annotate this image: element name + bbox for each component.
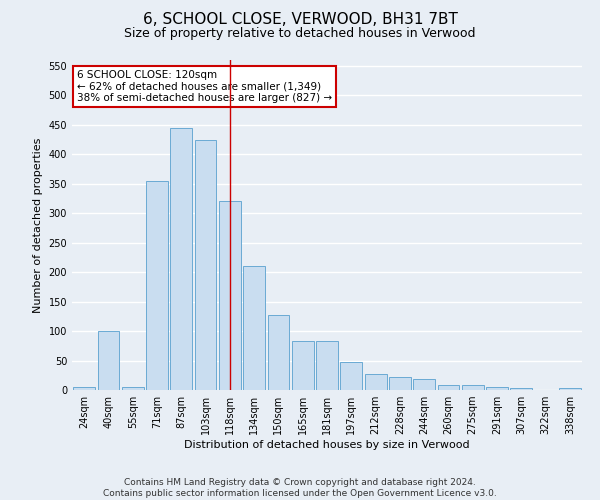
Bar (146, 181, 168, 390)
Bar (268, 314, 289, 390)
Bar (194, 140, 217, 390)
Text: Contains HM Land Registry data © Crown copyright and database right 2024.
Contai: Contains HM Land Registry data © Crown c… (103, 478, 497, 498)
Bar (316, 341, 338, 390)
Y-axis label: Number of detached properties: Number of detached properties (33, 138, 43, 312)
Bar (462, 386, 484, 390)
Bar (413, 380, 435, 390)
Text: Size of property relative to detached houses in Verwood: Size of property relative to detached ho… (124, 28, 476, 40)
Bar (559, 388, 581, 390)
X-axis label: Distribution of detached houses by size in Verwood: Distribution of detached houses by size … (184, 440, 470, 450)
Bar (170, 128, 192, 390)
Bar (340, 362, 362, 390)
Bar (97, 331, 119, 390)
Bar (486, 387, 508, 390)
Bar (122, 387, 143, 390)
Bar (219, 202, 241, 390)
Bar (73, 387, 95, 390)
Bar (511, 388, 532, 390)
Bar (243, 266, 265, 390)
Bar (292, 341, 314, 390)
Bar (389, 377, 411, 390)
Bar (365, 374, 386, 390)
Text: 6 SCHOOL CLOSE: 120sqm
← 62% of detached houses are smaller (1,349)
38% of semi-: 6 SCHOOL CLOSE: 120sqm ← 62% of detached… (77, 70, 332, 103)
Bar (437, 386, 460, 390)
Text: 6, SCHOOL CLOSE, VERWOOD, BH31 7BT: 6, SCHOOL CLOSE, VERWOOD, BH31 7BT (143, 12, 457, 28)
